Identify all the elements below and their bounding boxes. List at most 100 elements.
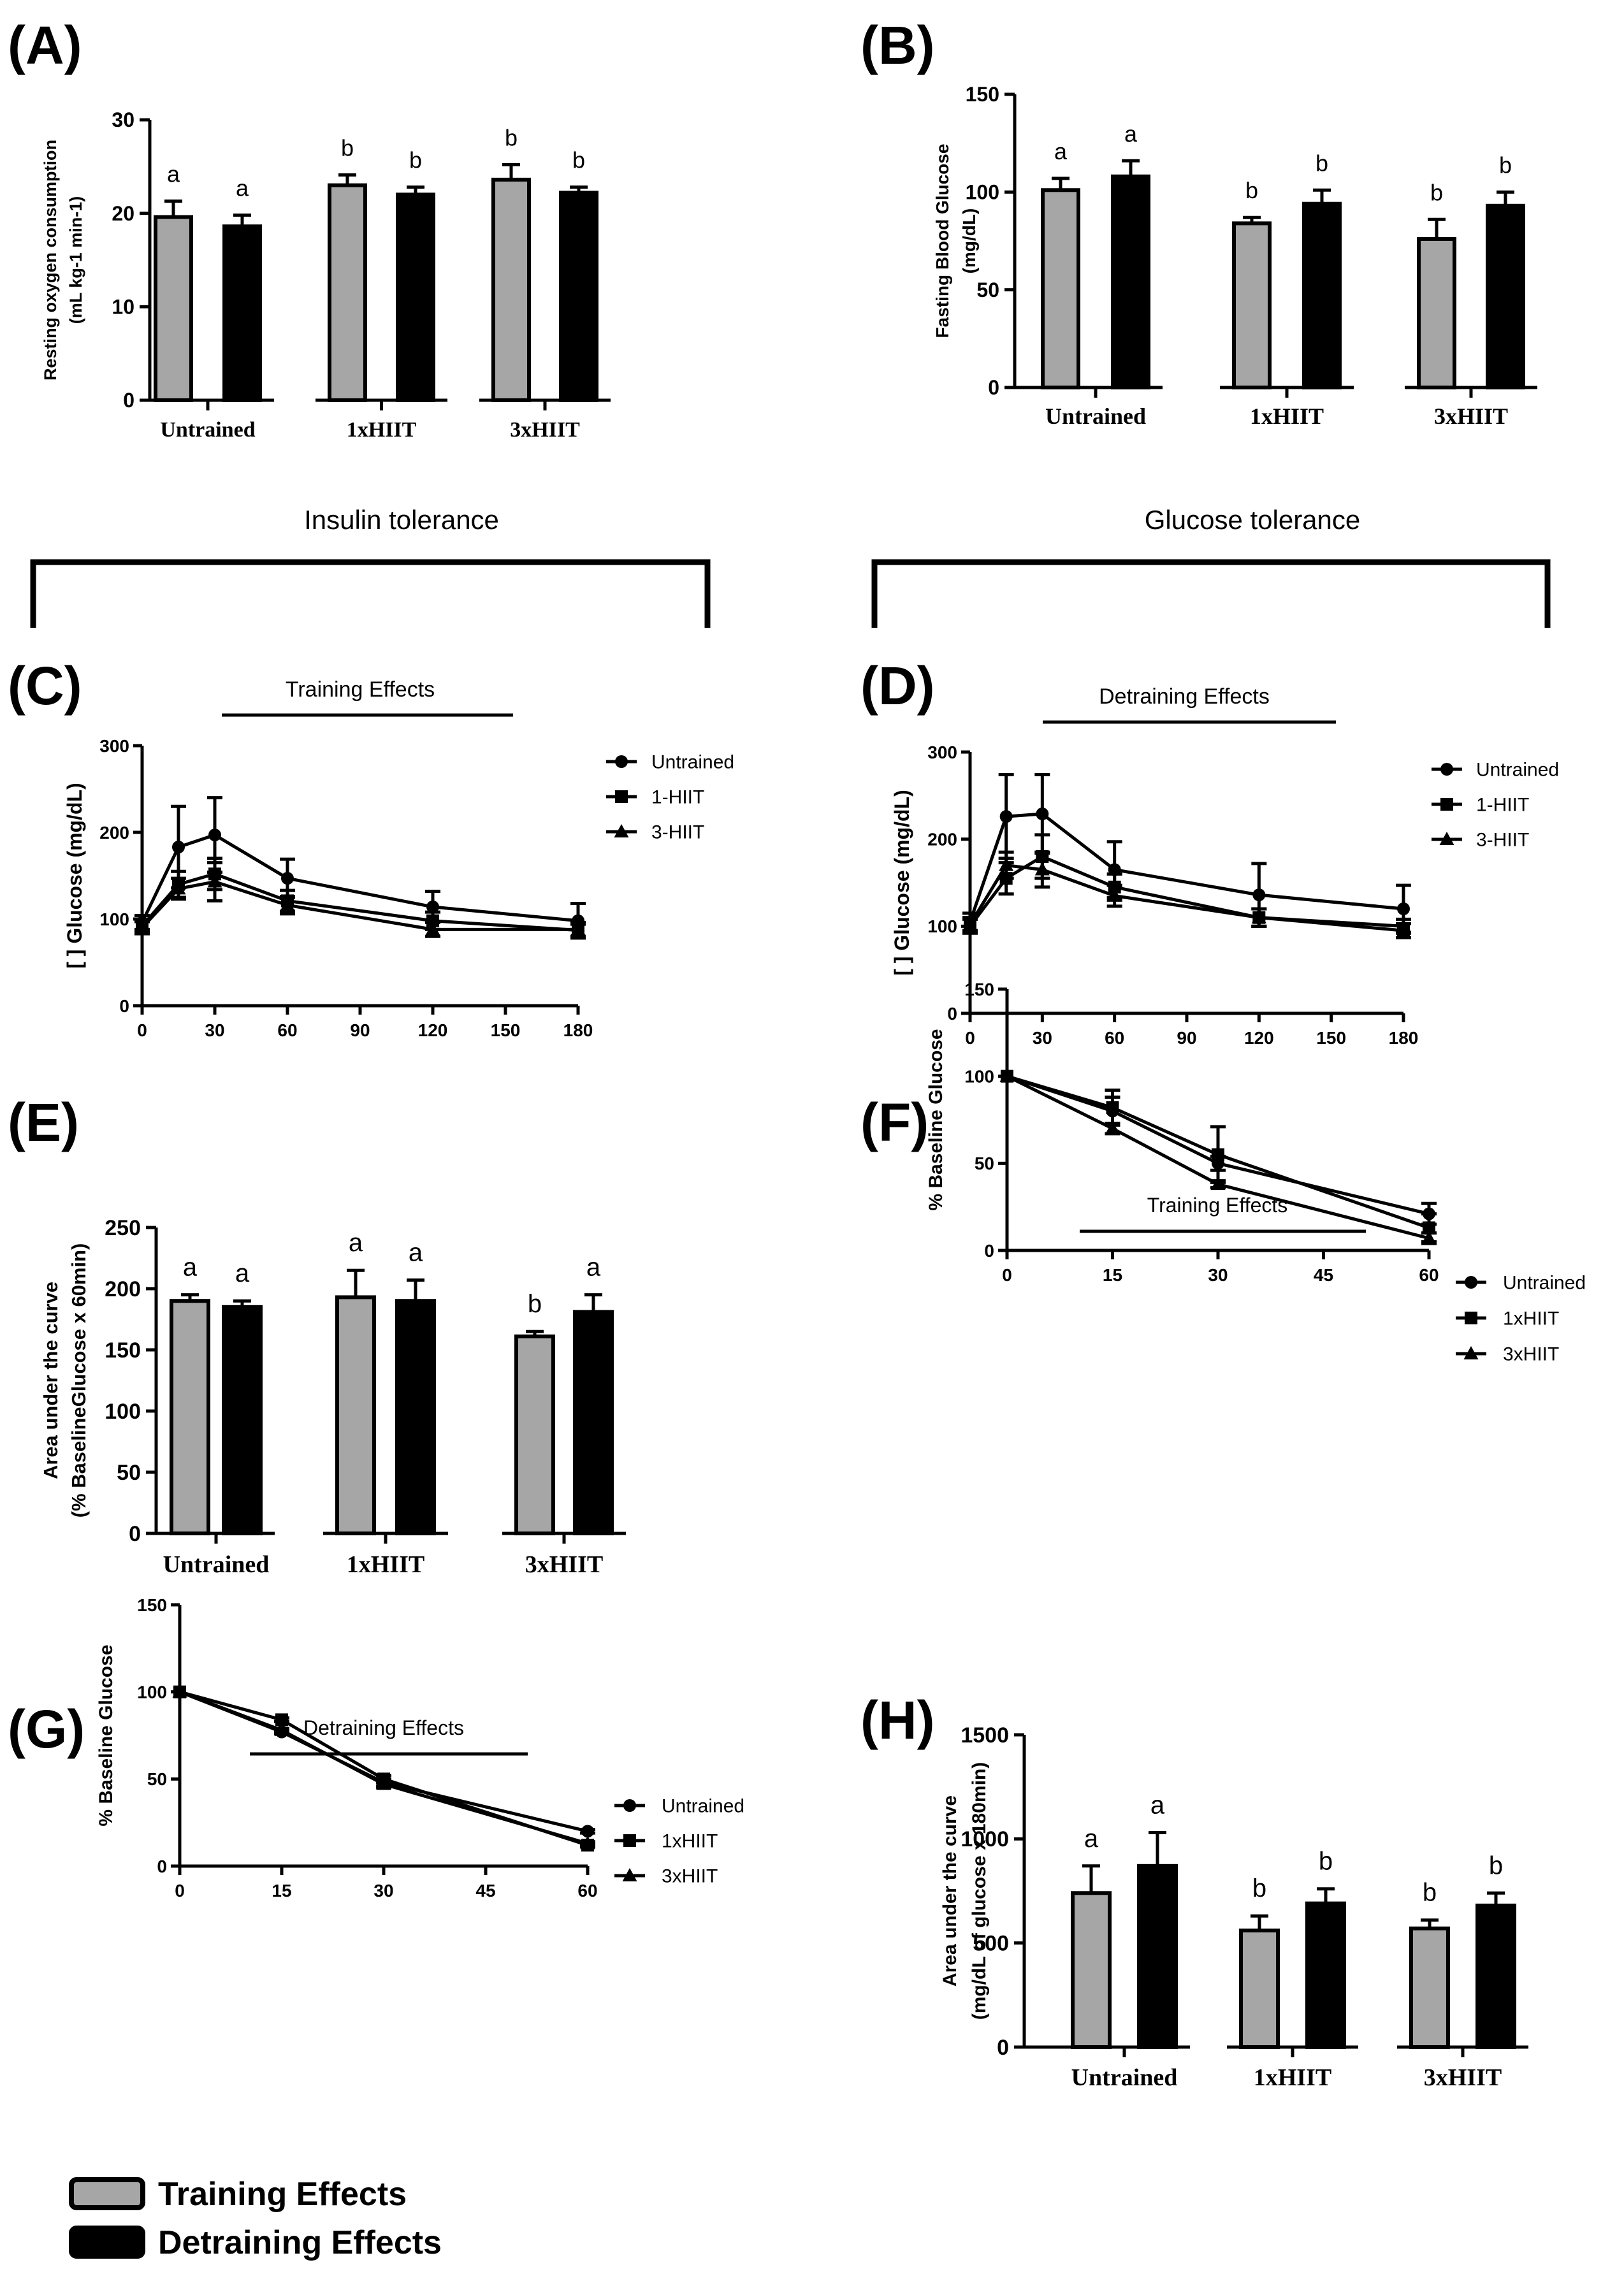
y-tick-label: 100 (137, 1682, 167, 1702)
significance-letter: b (341, 135, 354, 161)
x-category-label: 1xHIIT (347, 418, 417, 442)
chart-title: Detraining Effects (303, 1716, 464, 1739)
x-tick-label: 30 (205, 1020, 224, 1040)
y-tick-label: 0 (119, 996, 129, 1016)
x-category-label: 1xHIIT (1250, 403, 1324, 429)
legend-label: 3xHIIT (1503, 1344, 1559, 1365)
x-tick-label: 0 (1002, 1265, 1012, 1285)
bar (154, 215, 193, 402)
data-point-circle (172, 841, 185, 854)
y-tick-label: 150 (105, 1338, 141, 1363)
data-point-triangle (999, 1068, 1015, 1082)
data-point-circle (581, 1825, 594, 1838)
data-point-circle (426, 900, 439, 913)
bar (1071, 1891, 1112, 2049)
legend-label: 1-HIIT (651, 787, 704, 808)
series-line (140, 833, 579, 923)
data-point-circle (1440, 763, 1453, 776)
significance-letter: a (167, 161, 180, 187)
data-point-square (1106, 1101, 1119, 1114)
significance-letter: b (528, 1290, 542, 1318)
y-tick-label: 0 (157, 1857, 167, 1876)
x-tick-label: 180 (1389, 1028, 1419, 1048)
bar (328, 183, 367, 402)
y-tick-label: 300 (99, 736, 129, 756)
significance-letter: a (1054, 138, 1068, 164)
data-point-triangle (1107, 888, 1122, 902)
bar (573, 1310, 614, 1535)
x-category-label: 3xHIIT (510, 418, 580, 442)
data-point-square (1440, 798, 1453, 811)
data-point-triangle (1396, 918, 1411, 932)
data-point-triangle (172, 1684, 187, 1698)
bar (396, 192, 435, 402)
data-point-triangle (274, 1722, 289, 1736)
legend-label: 3-HIIT (651, 822, 704, 843)
data-point-triangle (962, 916, 978, 930)
y-axis-label-line1: Resting oxygen consumption (41, 140, 60, 380)
x-tick-label: 120 (418, 1020, 448, 1040)
significance-letter: a (183, 1254, 198, 1282)
bar (1111, 174, 1150, 389)
bar (1239, 1929, 1280, 2049)
y-tick-label: 150 (966, 83, 999, 106)
data-point-circle (1252, 888, 1266, 902)
y-axis-label: % Baseline Glucose (96, 1644, 117, 1826)
y-tick-label: 100 (966, 181, 999, 204)
data-point-triangle (1034, 862, 1050, 876)
significance-letter: a (1084, 1825, 1099, 1853)
legend-label: Untrained (1503, 1273, 1586, 1294)
bar (559, 191, 598, 402)
panel-label-b: (B) (860, 15, 935, 75)
legend-label: Untrained (662, 1796, 744, 1817)
x-category-label: 1xHIIT (347, 1551, 424, 1578)
y-tick-label: 0 (988, 376, 999, 399)
bar (1409, 1926, 1450, 2050)
y-tick-label: 50 (147, 1769, 167, 1789)
y-axis-label-line1: Area under the curve (939, 1795, 961, 1987)
y-axis-label: % Baseline Glucose (925, 1029, 946, 1210)
bar (395, 1299, 436, 1535)
significance-letter: b (1430, 179, 1443, 205)
significance-letter: a (409, 1239, 423, 1267)
data-point-circle (1397, 902, 1410, 915)
y-tick-label: 100 (99, 909, 129, 929)
y-tick-label: 30 (112, 108, 134, 131)
significance-letter: a (236, 175, 249, 201)
x-category-label: Untrained (1045, 403, 1146, 429)
chart-g-glucose-detraining: 0 50 100 150 0 15 30 45 60 Detraining Effects Untr… (96, 1595, 744, 1901)
panel-label-h: (H) (860, 1690, 935, 1750)
series-line (179, 1690, 588, 1847)
significance-letter: b (572, 147, 585, 173)
y-tick-label: 0 (129, 1522, 141, 1546)
chart-title: Detraining Effects (1099, 684, 1270, 709)
y-axis-label-line1: Area under the curve (40, 1282, 62, 1479)
y-tick-label: 50 (117, 1461, 141, 1485)
x-tick-label: 60 (577, 1881, 597, 1901)
data-point-triangle (1463, 1346, 1479, 1359)
x-tick-label: 60 (1105, 1028, 1124, 1048)
glucose-tolerance-heading: Glucose tolerance (1145, 505, 1361, 535)
significance-letter: b (505, 124, 518, 150)
chart-title: Training Effects (1147, 1194, 1288, 1217)
significance-letter: b (1252, 1874, 1266, 1902)
y-tick-label: 20 (112, 202, 134, 225)
data-point-triangle (614, 824, 629, 837)
chart-e-auc-insulin: 0 50 100 150 200 250 Untrained 1xHIIT 3xHIIT a a b a… (40, 1216, 626, 1578)
x-category-label: 3xHIIT (525, 1551, 603, 1578)
x-tick-label: 15 (272, 1881, 291, 1901)
y-axis-label-line2: (mg/dL of glucose x 180min) (969, 1762, 990, 2020)
significance-letter: a (1150, 1792, 1165, 1820)
y-tick-label: 500 (973, 1932, 1009, 1956)
panel-label-a: (A) (8, 15, 82, 75)
chart-title: Training Effects (286, 677, 435, 702)
legend-label: 3xHIIT (662, 1866, 718, 1887)
panel-label-g: (G) (8, 1699, 85, 1759)
x-category-label: 3xHIIT (1434, 403, 1508, 429)
bar (170, 1299, 210, 1535)
x-tick-label: 45 (1314, 1265, 1333, 1285)
x-category-label: Untrained (160, 418, 255, 442)
bar (1041, 188, 1080, 389)
chart-b-fasting-glucose: 0 50 100 150 Untrained 1xHIIT 3xHIIT a b b a b b Fast… (932, 83, 1537, 429)
data-point-square (623, 1834, 636, 1847)
